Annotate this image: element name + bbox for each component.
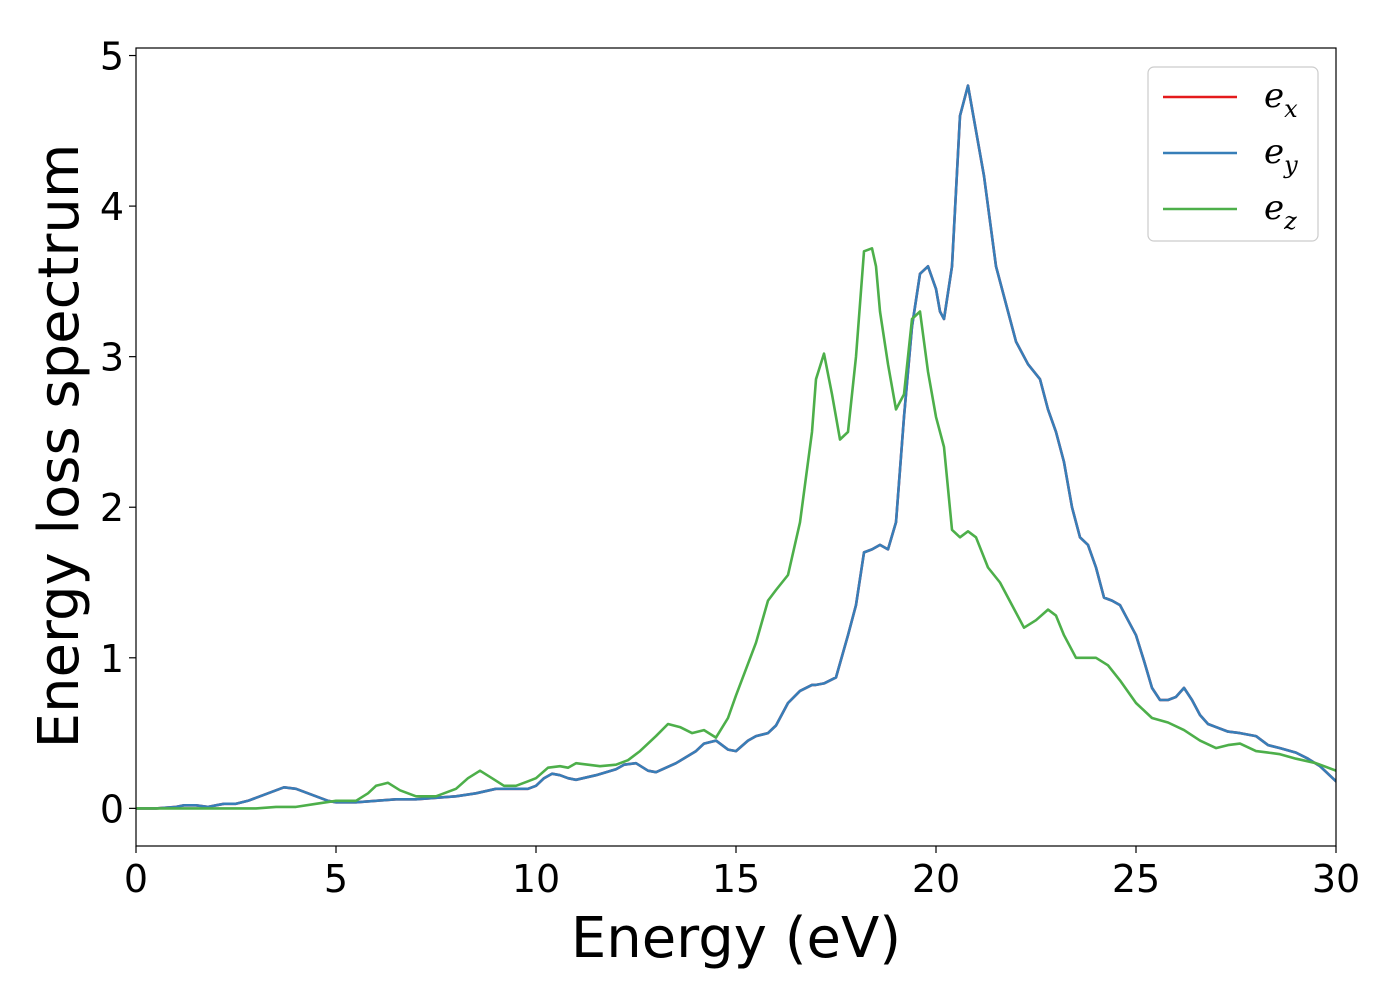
y-tick-label: 0: [100, 787, 124, 831]
y-tick-label: 5: [100, 35, 124, 79]
x-tick-label: 20: [912, 857, 960, 901]
x-tick-label: 25: [1112, 857, 1160, 901]
y-axis-label: Energy loss spectrum: [27, 144, 92, 749]
y-tick-label: 1: [100, 637, 124, 681]
series-line-ey: [136, 84, 1336, 810]
x-tick-label: 30: [1312, 857, 1360, 901]
x-axis-label: Energy (eV): [571, 906, 901, 971]
x-axis-ticks: 0 5 10 15 20 25 30: [124, 846, 1360, 901]
series-line-ez: [136, 247, 1336, 810]
x-tick-label: 0: [124, 857, 148, 901]
y-tick-label: 3: [100, 336, 124, 380]
x-tick-label: 5: [324, 857, 348, 901]
x-tick-label: 15: [712, 857, 760, 901]
y-axis-ticks: 0 1 2 3 4 5: [100, 35, 136, 831]
series-layer: [136, 84, 1336, 810]
y-tick-label: 2: [100, 486, 124, 530]
x-tick-label: 10: [512, 857, 560, 901]
y-tick-label: 4: [100, 185, 124, 229]
